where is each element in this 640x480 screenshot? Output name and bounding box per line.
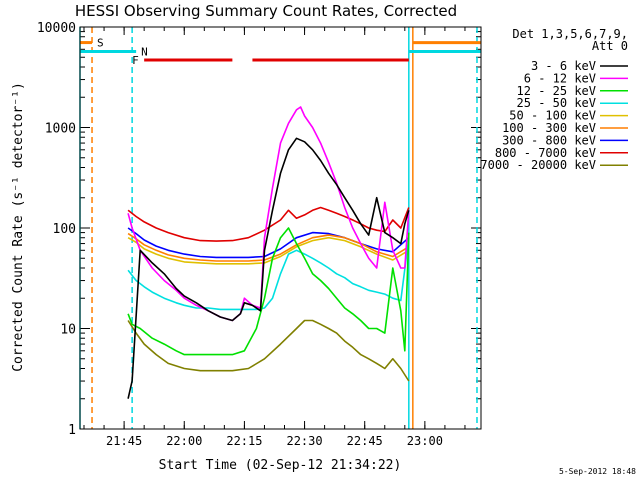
y-tick-label: 10	[60, 323, 76, 338]
legend-label: 25 - 50 keV	[517, 96, 596, 110]
legend-label: 3 - 6 keV	[531, 59, 596, 73]
x-tick-label: 22:30	[286, 434, 322, 448]
y-axis-label: Corrected Count Rate (s⁻¹ detector⁻¹)	[11, 82, 26, 372]
legend-label: 7000 - 20000 keV	[480, 158, 596, 172]
y-tick-label: 100	[53, 222, 76, 237]
chart-title: HESSI Observing Summary Count Rates, Cor…	[75, 2, 457, 20]
legend-header-line1: Det 1,3,5,6,7,9,	[512, 27, 628, 41]
legend-label: 300 - 800 keV	[502, 133, 596, 147]
flag-label: N	[141, 46, 148, 59]
x-tick-label: 22:00	[166, 434, 202, 448]
series-line	[127, 232, 410, 262]
legend-label: 12 - 25 keV	[517, 84, 596, 98]
series-line	[127, 237, 410, 311]
y-tick-label: 1000	[45, 122, 76, 137]
series-line	[127, 106, 410, 322]
timestamp: 5-Sep-2012 18:48	[559, 467, 636, 476]
series-line	[127, 137, 410, 399]
legend-label: 800 - 7000 keV	[495, 146, 596, 160]
x-tick-label: 23:00	[407, 434, 443, 448]
flag-label: F	[132, 54, 139, 67]
flag-label: S	[97, 37, 104, 50]
legend-header-line2: Att 0	[592, 39, 628, 53]
series-line	[127, 206, 410, 242]
y-tick-label: 1	[68, 423, 76, 438]
legend-label: 50 - 100 keV	[509, 109, 596, 123]
y-tick-label: 10000	[37, 21, 76, 36]
x-tick-label: 21:45	[106, 434, 142, 448]
plot-frame	[79, 26, 482, 430]
legend-label: 100 - 300 keV	[502, 121, 596, 135]
series-line	[127, 319, 410, 382]
x-tick-label: 22:45	[347, 434, 383, 448]
series-line	[127, 236, 410, 265]
legend-label: 6 - 12 keV	[524, 71, 596, 85]
x-axis-label: Start Time (02-Sep-12 21:34:22)	[159, 458, 402, 473]
x-tick-label: 22:15	[226, 434, 262, 448]
series-line	[127, 227, 410, 356]
